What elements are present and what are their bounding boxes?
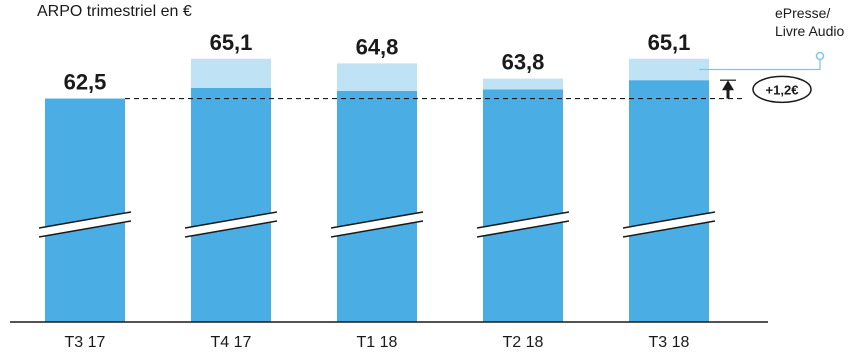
bar-base-1 [45,98,125,322]
legend: ePresse/Livre Audio [699,5,844,71]
bar-epresse-4 [483,78,563,90]
bar-epresse-2 [191,58,271,88]
axis-break-line-bottom-3 [330,220,424,238]
axis-break-3 [331,212,423,237]
value-label-2: 65,1 [210,30,253,55]
legend-text-line-2: Livre Audio [775,23,844,39]
x-tick-label-5: T3 18 [649,334,690,351]
bars-group [38,58,716,323]
bar-base-5 [629,80,709,322]
bar-base-4 [483,89,563,323]
bar-base-3 [337,90,417,323]
value-label-4: 63,8 [502,50,545,75]
delta-annotation: +1,2€ [720,75,812,104]
axis-break-line-bottom-5 [622,220,716,238]
value-labels-group: 62,5 65,1 64,8 63,8 65,1 [64,30,691,95]
legend-marker [815,51,825,61]
axis-break-line-top-5 [622,211,716,229]
axis-break-line-top-2 [184,211,278,229]
axis-break-4 [477,212,569,237]
axis-break-1 [39,212,131,237]
delta-arrow-head [722,80,734,91]
bar-epresse-3 [337,63,417,91]
bar-epresse-5 [629,58,709,81]
axis-break-line-top-3 [330,211,424,229]
axis-break-5 [623,212,715,237]
x-tick-label-3: T1 18 [357,334,398,351]
legend-text-line-1: ePresse/ [775,5,830,21]
x-tick-label-1: T3 17 [65,334,106,351]
delta-ellipse [752,75,812,104]
axis-break-line-bottom-4 [476,220,570,238]
x-tick-label-4: T2 18 [503,334,544,351]
axis-break-line-bottom-1 [38,220,132,238]
axis-break-line-bottom-2 [184,220,278,238]
value-label-5: 65,1 [648,30,691,55]
chart-title: ARPO trimestriel en € [37,3,192,20]
axis-break-line-top-1 [38,211,132,229]
delta-label: +1,2€ [766,82,799,97]
value-label-3: 64,8 [356,34,399,59]
axis-break-line-top-4 [476,211,570,229]
bar-base-2 [191,87,271,322]
x-ticks-group: T3 17 T4 17 T1 18 T2 18 T3 18 [65,334,690,351]
axis-break-2 [185,212,277,237]
legend-leader-line [699,58,821,71]
x-tick-label-2: T4 17 [211,334,252,351]
value-label-1: 62,5 [64,70,107,95]
